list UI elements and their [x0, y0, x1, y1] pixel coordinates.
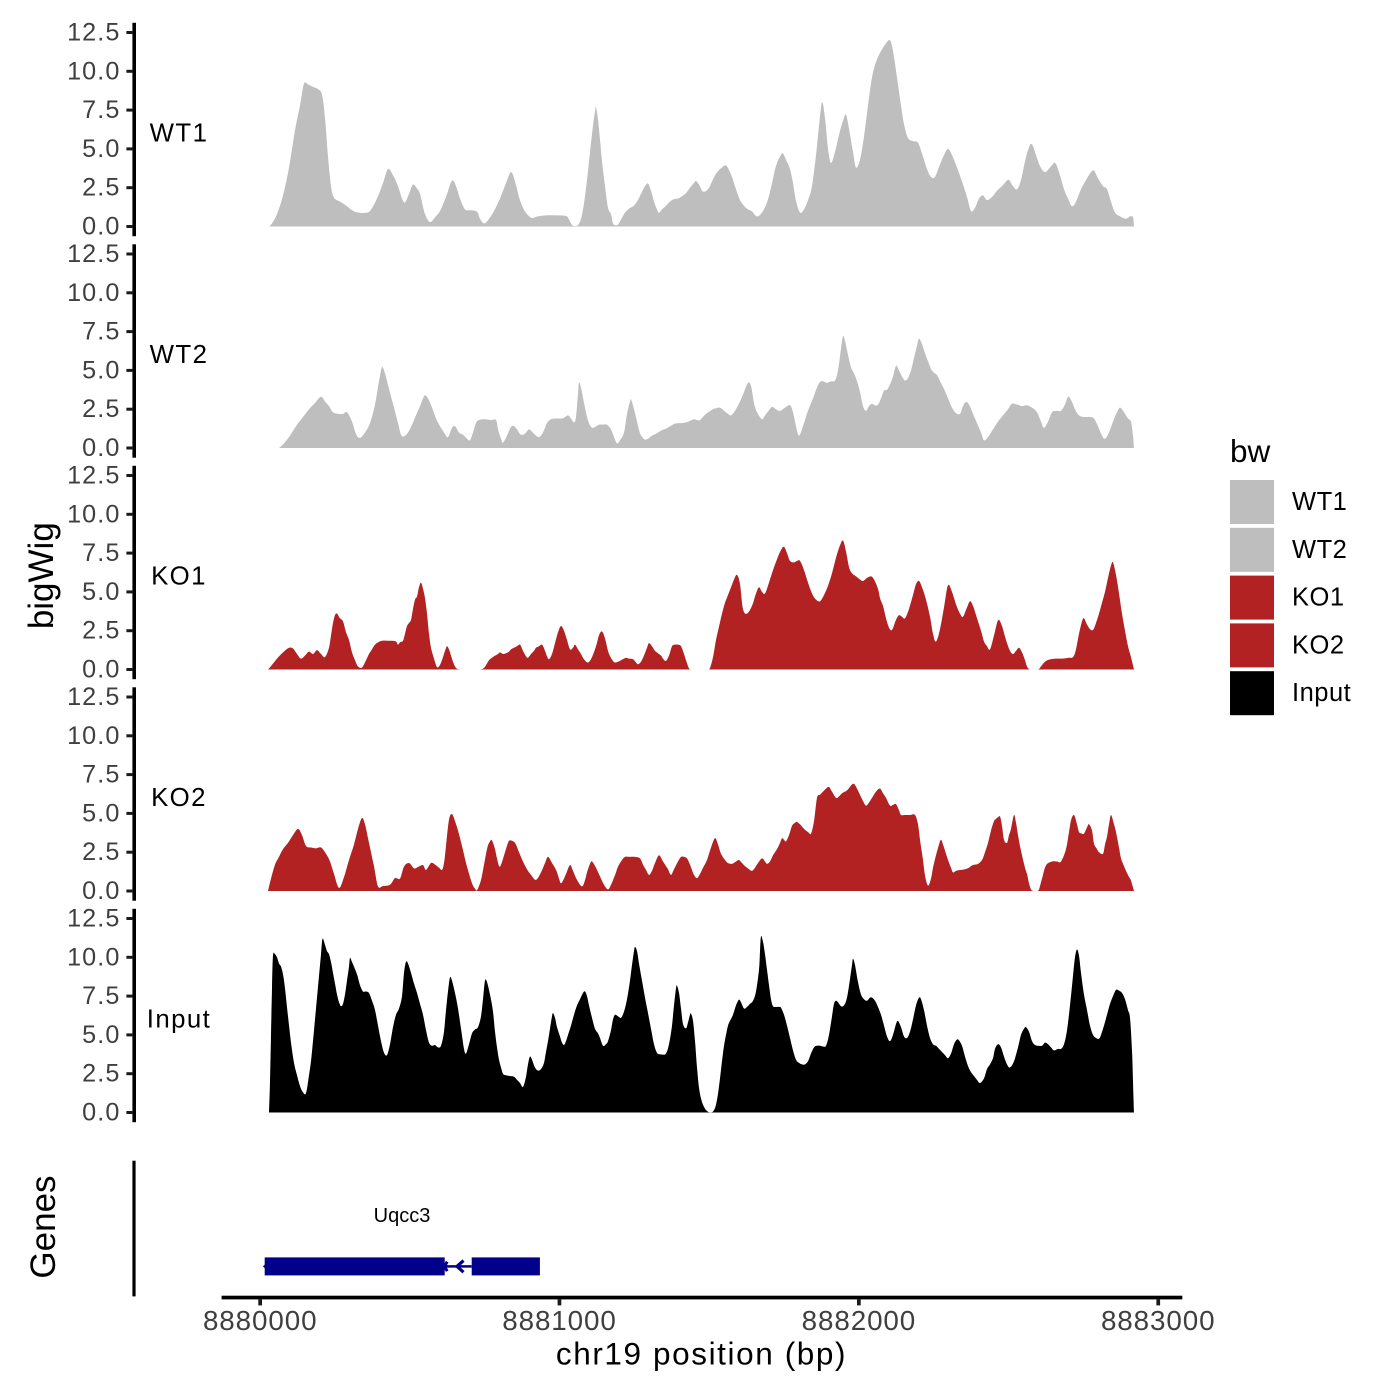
svg-text:8882000: 8882000	[802, 1305, 917, 1336]
svg-text:KO1: KO1	[1292, 584, 1345, 612]
svg-text:8883000: 8883000	[1101, 1305, 1216, 1336]
svg-text:2.5: 2.5	[82, 1060, 120, 1088]
svg-text:Input: Input	[147, 1006, 211, 1034]
svg-text:12.5: 12.5	[67, 19, 120, 47]
svg-text:12.5: 12.5	[67, 240, 120, 268]
svg-text:10.0: 10.0	[67, 722, 120, 750]
svg-text:0.0: 0.0	[82, 434, 120, 462]
svg-text:2.5: 2.5	[82, 838, 120, 866]
svg-text:bw: bw	[1230, 433, 1271, 469]
svg-text:Uqcc3: Uqcc3	[374, 1205, 431, 1227]
svg-text:0.0: 0.0	[82, 656, 120, 684]
svg-text:2.5: 2.5	[82, 617, 120, 645]
svg-text:KO2: KO2	[151, 784, 207, 812]
svg-text:5.0: 5.0	[82, 799, 120, 827]
svg-text:10.0: 10.0	[67, 279, 120, 307]
svg-text:5.0: 5.0	[82, 1021, 120, 1049]
svg-text:12.5: 12.5	[67, 905, 120, 933]
svg-text:2.5: 2.5	[82, 174, 120, 202]
svg-text:KO2: KO2	[1292, 631, 1345, 659]
svg-text:2.5: 2.5	[82, 395, 120, 423]
svg-text:8881000: 8881000	[502, 1305, 617, 1336]
svg-text:0.0: 0.0	[82, 1099, 120, 1127]
svg-text:7.5: 7.5	[82, 318, 120, 346]
svg-text:0.0: 0.0	[82, 877, 120, 905]
svg-text:10.0: 10.0	[67, 57, 120, 85]
svg-text:WT2: WT2	[150, 341, 209, 369]
svg-text:chr19 position (bp): chr19 position (bp)	[556, 1336, 847, 1372]
svg-text:7.5: 7.5	[82, 96, 120, 124]
svg-text:WT1: WT1	[1292, 488, 1347, 516]
svg-text:KO1: KO1	[151, 563, 207, 591]
svg-text:10.0: 10.0	[67, 943, 120, 971]
svg-text:5.0: 5.0	[82, 135, 120, 163]
svg-text:12.5: 12.5	[67, 462, 120, 490]
svg-text:7.5: 7.5	[82, 982, 120, 1010]
svg-text:7.5: 7.5	[82, 539, 120, 567]
svg-text:8880000: 8880000	[203, 1305, 318, 1336]
svg-text:5.0: 5.0	[82, 356, 120, 384]
svg-text:10.0: 10.0	[67, 500, 120, 528]
svg-text:12.5: 12.5	[67, 683, 120, 711]
svg-text:WT2: WT2	[1292, 536, 1347, 564]
svg-text:5.0: 5.0	[82, 578, 120, 606]
svg-text:Input: Input	[1292, 679, 1351, 707]
svg-text:Genes: Genes	[24, 1175, 63, 1278]
svg-text:0.0: 0.0	[82, 213, 120, 241]
svg-text:bigWig: bigWig	[22, 522, 61, 629]
svg-text:WT1: WT1	[150, 120, 209, 148]
svg-text:7.5: 7.5	[82, 761, 120, 789]
